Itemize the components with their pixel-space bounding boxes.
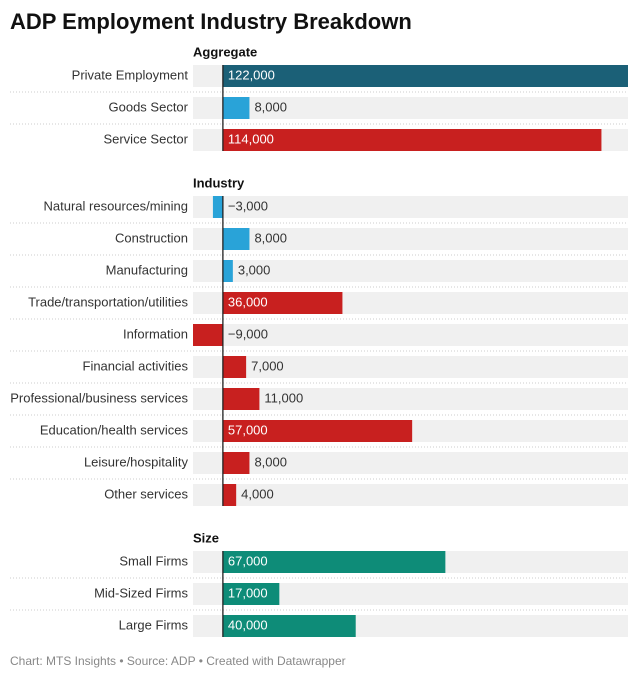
category-label: Goods Sector <box>109 99 189 114</box>
bar <box>222 129 602 151</box>
row-background <box>193 260 628 282</box>
value-label: 114,000 <box>228 131 274 146</box>
category-label: Education/health services <box>40 422 189 437</box>
group-header: Size <box>193 530 219 545</box>
group-header: Industry <box>193 175 245 190</box>
bar <box>222 292 343 314</box>
category-label: Large Firms <box>119 617 189 632</box>
category-label: Construction <box>115 230 188 245</box>
chart-title: ADP Employment Industry Breakdown <box>10 9 412 34</box>
value-label: 11,000 <box>264 390 303 405</box>
value-label: 4,000 <box>241 486 274 501</box>
bar <box>222 551 446 573</box>
bar <box>222 388 260 410</box>
value-label: 8,000 <box>254 454 287 469</box>
category-label: Trade/transportation/utilities <box>28 294 188 309</box>
category-label: Manufacturing <box>106 262 188 277</box>
category-label: Small Firms <box>119 553 188 568</box>
group-header: Aggregate <box>193 44 257 59</box>
row-background <box>193 583 628 605</box>
category-label: Private Employment <box>72 67 189 82</box>
value-label: 17,000 <box>228 585 268 600</box>
bar <box>222 420 413 442</box>
bar <box>222 65 628 87</box>
value-label: −3,000 <box>228 198 268 213</box>
category-label: Information <box>123 326 188 341</box>
footer: Chart: MTS Insights • Source: ADP • Crea… <box>10 654 346 668</box>
value-label: 7,000 <box>251 358 284 373</box>
bar <box>212 196 223 218</box>
value-label: 8,000 <box>254 99 287 114</box>
value-label: 67,000 <box>228 553 268 568</box>
value-label: 8,000 <box>254 230 287 245</box>
bar <box>222 228 250 250</box>
category-label: Service Sector <box>103 131 188 146</box>
category-label: Natural resources/mining <box>43 198 188 213</box>
value-label: −9,000 <box>228 326 268 341</box>
bar <box>222 260 233 282</box>
row-background <box>193 388 628 410</box>
row-background <box>193 228 628 250</box>
bar <box>222 615 356 637</box>
row-background <box>193 452 628 474</box>
bar <box>222 452 250 474</box>
bar <box>193 324 223 346</box>
value-label: 36,000 <box>228 294 268 309</box>
row-background <box>193 484 628 506</box>
row-background <box>193 324 628 346</box>
row-background <box>193 97 628 119</box>
bar <box>222 484 237 506</box>
value-label: 3,000 <box>238 262 271 277</box>
bar <box>222 356 247 378</box>
category-label: Other services <box>104 486 188 501</box>
category-label: Financial activities <box>83 358 189 373</box>
value-label: 40,000 <box>228 617 268 632</box>
row-background <box>193 196 628 218</box>
bar <box>222 97 250 119</box>
category-label: Leisure/hospitality <box>84 454 189 469</box>
value-label: 122,000 <box>228 67 275 82</box>
bar <box>222 583 280 605</box>
value-label: 57,000 <box>228 422 268 437</box>
category-label: Professional/business services <box>10 390 188 405</box>
row-background <box>193 356 628 378</box>
category-label: Mid-Sized Firms <box>94 585 188 600</box>
